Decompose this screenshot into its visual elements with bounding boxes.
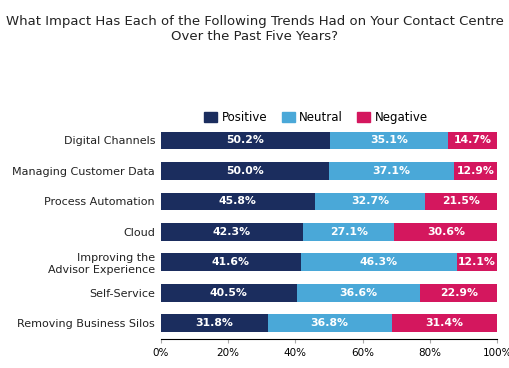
Bar — [391, 315, 496, 332]
Bar — [296, 284, 419, 302]
Bar — [424, 192, 496, 210]
Text: 42.3%: 42.3% — [212, 227, 250, 237]
Bar — [328, 162, 453, 180]
Bar — [453, 162, 496, 180]
Text: 36.6%: 36.6% — [339, 288, 377, 298]
Bar — [419, 284, 496, 302]
Legend: Positive, Neutral, Negative: Positive, Neutral, Negative — [202, 109, 430, 127]
Bar — [160, 254, 300, 271]
Bar — [456, 254, 496, 271]
Bar — [447, 131, 496, 149]
Text: 31.4%: 31.4% — [425, 318, 463, 328]
Text: What Impact Has Each of the Following Trends Had on Your Contact Centre
Over the: What Impact Has Each of the Following Tr… — [6, 15, 503, 43]
Bar — [160, 162, 328, 180]
Text: 35.1%: 35.1% — [369, 135, 407, 145]
Bar — [302, 223, 393, 241]
Text: 41.6%: 41.6% — [211, 257, 249, 267]
Bar — [160, 284, 296, 302]
Text: 50.2%: 50.2% — [226, 135, 264, 145]
Text: 50.0%: 50.0% — [225, 166, 263, 176]
Text: 37.1%: 37.1% — [372, 166, 410, 176]
Text: 36.8%: 36.8% — [310, 318, 348, 328]
Bar — [160, 192, 314, 210]
Text: 32.7%: 32.7% — [350, 197, 388, 206]
Bar — [267, 315, 391, 332]
Bar — [160, 131, 329, 149]
Bar — [329, 131, 447, 149]
Text: 27.1%: 27.1% — [329, 227, 367, 237]
Text: 14.7%: 14.7% — [453, 135, 491, 145]
Bar — [300, 254, 456, 271]
Text: 12.9%: 12.9% — [456, 166, 494, 176]
Bar — [314, 192, 424, 210]
Text: 46.3%: 46.3% — [359, 257, 397, 267]
Text: 22.9%: 22.9% — [439, 288, 477, 298]
Text: 40.5%: 40.5% — [210, 288, 247, 298]
Bar — [160, 315, 267, 332]
Bar — [160, 223, 302, 241]
Text: 12.1%: 12.1% — [457, 257, 495, 267]
Text: 31.8%: 31.8% — [195, 318, 233, 328]
Text: 45.8%: 45.8% — [218, 197, 256, 206]
Text: 21.5%: 21.5% — [441, 197, 479, 206]
Bar — [393, 223, 496, 241]
Text: 30.6%: 30.6% — [426, 227, 464, 237]
